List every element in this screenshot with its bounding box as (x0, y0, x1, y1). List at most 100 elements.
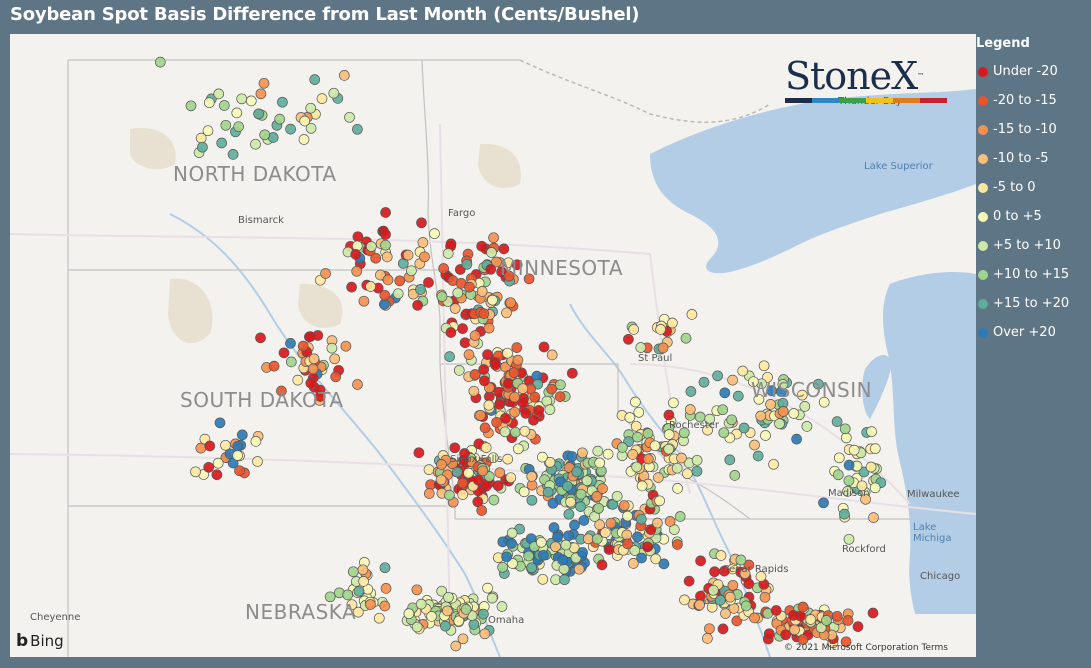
map-data-point[interactable] (419, 251, 430, 263)
map-data-point[interactable] (307, 363, 319, 375)
map-data-point[interactable] (370, 252, 382, 264)
map-data-point[interactable] (739, 568, 751, 579)
map-data-point[interactable] (550, 541, 561, 553)
map-data-point[interactable] (749, 612, 760, 624)
map-data-point[interactable] (486, 592, 498, 604)
map-data-point[interactable] (213, 88, 225, 100)
map-data-point[interactable] (379, 600, 391, 612)
map-data-point[interactable] (506, 538, 517, 549)
map-data-point[interactable] (674, 511, 686, 522)
map-data-point[interactable] (457, 477, 469, 489)
map-data-point[interactable] (856, 480, 868, 492)
map-data-point[interactable] (652, 472, 664, 483)
map-data-point[interactable] (245, 95, 257, 107)
map-data-point[interactable] (338, 70, 350, 81)
map-data-point[interactable] (770, 605, 782, 616)
map-data-point[interactable] (667, 317, 678, 329)
map-data-point[interactable] (632, 531, 643, 543)
map-data-point[interactable] (487, 294, 498, 306)
map-data-point[interactable] (518, 486, 530, 498)
map-data-point[interactable] (316, 93, 328, 104)
map-data-point[interactable] (351, 265, 363, 277)
map-data-point[interactable] (635, 342, 647, 353)
map-data-point[interactable] (664, 516, 676, 527)
map-data-point[interactable] (599, 527, 611, 538)
map-data-point[interactable] (768, 458, 779, 470)
map-data-point[interactable] (605, 517, 617, 529)
map-data-point[interactable] (797, 601, 809, 613)
map-data-point[interactable] (452, 287, 464, 299)
map-data-point[interactable] (719, 387, 731, 399)
map-data-point[interactable] (458, 454, 469, 466)
map-data-point[interactable] (309, 74, 321, 85)
map-data-point[interactable] (575, 501, 586, 512)
map-data-point[interactable] (443, 591, 454, 603)
map-data-point[interactable] (691, 465, 703, 477)
map-data-point[interactable] (508, 367, 520, 378)
map-data-point[interactable] (860, 493, 871, 505)
map-data-point[interactable] (657, 342, 669, 354)
map-data-point[interactable] (759, 591, 771, 603)
terms-link[interactable]: Terms (921, 643, 948, 653)
map-data-point[interactable] (520, 407, 532, 419)
map-data-point[interactable] (655, 324, 666, 335)
map-data-point[interactable] (197, 141, 208, 153)
map-data-point[interactable] (743, 578, 755, 590)
map-data-point[interactable] (636, 552, 647, 564)
map-data-point[interactable] (869, 482, 881, 494)
map-data-point[interactable] (843, 459, 855, 471)
map-data-point[interactable] (250, 138, 261, 150)
map-data-point[interactable] (352, 379, 363, 390)
map-data-point[interactable] (478, 308, 490, 319)
map-data-point[interactable] (789, 624, 800, 636)
map-data-point[interactable] (498, 243, 510, 255)
map-data-point[interactable] (375, 269, 386, 281)
map-data-point[interactable] (488, 232, 499, 244)
map-data-point[interactable] (324, 591, 336, 603)
map-data-point[interactable] (483, 399, 495, 411)
map-data-point[interactable] (236, 429, 248, 441)
map-data-point[interactable] (475, 410, 486, 421)
map-data-point[interactable] (330, 371, 342, 383)
map-data-point[interactable] (250, 436, 262, 447)
map-data-point[interactable] (423, 464, 435, 475)
map-data-point[interactable] (529, 391, 541, 403)
map-data-point[interactable] (617, 442, 628, 453)
map-data-point[interactable] (559, 574, 570, 586)
map-data-point[interactable] (791, 433, 802, 445)
map-data-point[interactable] (429, 228, 440, 239)
map-data-point[interactable] (509, 406, 520, 418)
map-data-point[interactable] (563, 530, 574, 542)
map-data-point[interactable] (663, 443, 675, 455)
map-data-point[interactable] (597, 483, 608, 494)
bing-attribution[interactable]: b Bing (16, 631, 64, 651)
map-data-point[interactable] (403, 608, 415, 620)
map-data-point[interactable] (538, 549, 549, 561)
map-data-point[interactable] (500, 412, 511, 424)
map-data-point[interactable] (352, 606, 364, 618)
map-data-point[interactable] (423, 488, 435, 499)
map-data-point[interactable] (255, 332, 266, 344)
map-data-point[interactable] (365, 599, 376, 610)
map-data-point[interactable] (297, 340, 309, 352)
map-data-point[interactable] (305, 377, 317, 389)
legend-item[interactable]: -5 to 0 (976, 173, 1091, 202)
map-data-point[interactable] (252, 456, 263, 467)
map-data-point[interactable] (476, 240, 488, 252)
map-data-point[interactable] (255, 88, 267, 100)
map-data-point[interactable] (842, 486, 853, 497)
map-data-point[interactable] (227, 149, 239, 160)
map-data-point[interactable] (505, 472, 517, 484)
map-data-point[interactable] (402, 249, 414, 261)
map-data-point[interactable] (305, 122, 317, 134)
map-data-point[interactable] (547, 497, 559, 509)
map-data-point[interactable] (731, 615, 743, 627)
map-data-point[interactable] (195, 442, 207, 454)
map-data-point[interactable] (832, 469, 844, 481)
map-data-point[interactable] (621, 529, 633, 541)
map-data-point[interactable] (622, 510, 633, 522)
map-data-point[interactable] (526, 562, 538, 574)
legend-item[interactable]: 0 to +5 (976, 202, 1091, 231)
map-data-point[interactable] (220, 119, 232, 131)
map-data-point[interactable] (461, 258, 473, 270)
